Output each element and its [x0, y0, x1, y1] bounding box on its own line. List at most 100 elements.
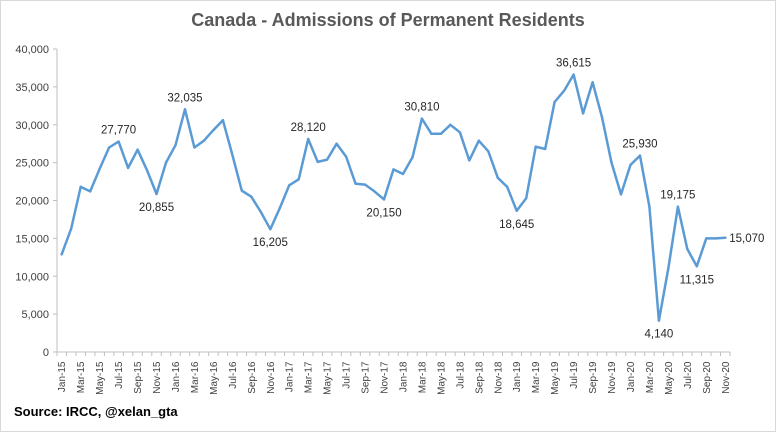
data-point — [354, 182, 357, 186]
data-point — [259, 210, 262, 214]
data-label: 4,140 — [645, 329, 674, 341]
x-tick-label: Mar-19 — [531, 361, 542, 393]
data-point — [164, 161, 168, 164]
data-point — [363, 183, 367, 186]
x-tick-label: Jul-20 — [683, 361, 694, 389]
data-label: 15,070 — [729, 233, 764, 245]
x-tick-label: Nov-19 — [607, 361, 618, 394]
data-label: 20,150 — [366, 207, 401, 219]
x-tick-label: Jul-16 — [228, 361, 239, 389]
data-label: 11,315 — [680, 274, 714, 286]
series-line — [60, 73, 727, 322]
data-point — [335, 142, 338, 145]
data-label: 32,035 — [167, 92, 202, 104]
data-point — [629, 163, 632, 167]
data-point — [145, 169, 149, 172]
x-tick-label: May-17 — [323, 361, 334, 395]
data-point — [401, 172, 405, 176]
data-point — [174, 144, 177, 147]
data-point — [487, 150, 490, 153]
x-tick-label: Mar-17 — [304, 361, 315, 393]
data-point — [714, 237, 717, 240]
data-point — [572, 73, 575, 76]
data-point — [325, 158, 329, 161]
data-point — [107, 146, 111, 149]
data-point — [667, 266, 670, 270]
data-point — [449, 123, 452, 126]
data-point — [88, 190, 92, 193]
data-point — [240, 189, 244, 192]
data-point — [288, 184, 291, 187]
data-label: 16,205 — [253, 237, 288, 249]
data-point — [411, 156, 414, 159]
data-point — [468, 159, 471, 162]
data-point — [382, 198, 386, 201]
x-tick-label: Jan-18 — [398, 361, 409, 392]
data-label: 30,810 — [404, 102, 439, 114]
x-tick-label: Mar-16 — [190, 361, 201, 393]
data-label: 19,175 — [660, 190, 695, 202]
data-point — [193, 146, 196, 149]
x-tick-label: Mar-20 — [645, 361, 656, 393]
data-label: 20,855 — [139, 202, 174, 214]
x-tick-label: Mar-15 — [76, 361, 87, 393]
x-tick-label: Sep-16 — [247, 361, 258, 394]
x-tick-label: Jan-16 — [171, 361, 182, 392]
data-point — [619, 193, 623, 196]
x-tick-label: May-18 — [436, 361, 447, 395]
data-point — [439, 132, 443, 136]
x-tick-label: Jul-15 — [114, 361, 125, 389]
x-tick-label: May-15 — [95, 361, 106, 395]
y-tick-label: 20,000 — [15, 196, 49, 208]
data-label: 28,120 — [291, 122, 326, 134]
data-point — [183, 108, 187, 111]
source-note: Source: IRCC, @xelan_gta — [14, 404, 178, 419]
data-point — [610, 161, 613, 164]
data-label: 25,930 — [622, 139, 657, 151]
data-point — [676, 205, 680, 208]
data-point — [506, 185, 509, 189]
data-point — [525, 197, 528, 200]
data-point — [392, 168, 395, 171]
x-tick-label: Sep-20 — [702, 361, 713, 394]
data-point — [695, 265, 699, 268]
data-point — [543, 147, 547, 151]
y-tick-label: 5,000 — [21, 309, 49, 321]
data-point — [202, 139, 206, 142]
data-point — [477, 139, 481, 142]
x-tick-label: Sep-19 — [588, 361, 599, 394]
data-point — [70, 227, 73, 230]
x-tick-label: May-20 — [664, 361, 675, 395]
x-tick-label: Nov-20 — [721, 361, 732, 394]
data-label: 36,615 — [556, 58, 591, 70]
data-point — [562, 89, 566, 92]
data-label: 18,645 — [499, 219, 534, 231]
y-tick-label: 0 — [43, 347, 49, 359]
data-point — [430, 132, 433, 136]
data-point — [221, 119, 225, 122]
data-point — [155, 192, 158, 196]
x-tick-label: Sep-17 — [361, 361, 372, 394]
y-tick-label: 40,000 — [15, 44, 49, 56]
x-tick-label: Jan-19 — [512, 361, 523, 392]
y-tick-label: 35,000 — [15, 82, 49, 94]
data-point — [515, 209, 518, 212]
chart-title: Canada - Admissions of Permanent Residen… — [191, 10, 585, 30]
y-tick-label: 10,000 — [15, 271, 49, 283]
x-tick-label: Jan-20 — [626, 361, 637, 392]
data-point — [638, 154, 642, 157]
x-tick-label: Nov-18 — [493, 361, 504, 394]
x-tick-label: Jan-17 — [285, 361, 296, 392]
y-tick-label: 25,000 — [15, 158, 49, 170]
data-point — [297, 178, 300, 181]
data-point — [581, 112, 585, 115]
data-point — [496, 176, 499, 179]
data-point — [591, 81, 594, 84]
data-point — [724, 236, 727, 240]
x-tick-label: Nov-17 — [380, 361, 391, 394]
y-tick-label: 15,000 — [15, 233, 49, 245]
data-point — [306, 137, 310, 141]
x-tick-label: Nov-16 — [266, 361, 277, 394]
data-point — [117, 140, 120, 143]
